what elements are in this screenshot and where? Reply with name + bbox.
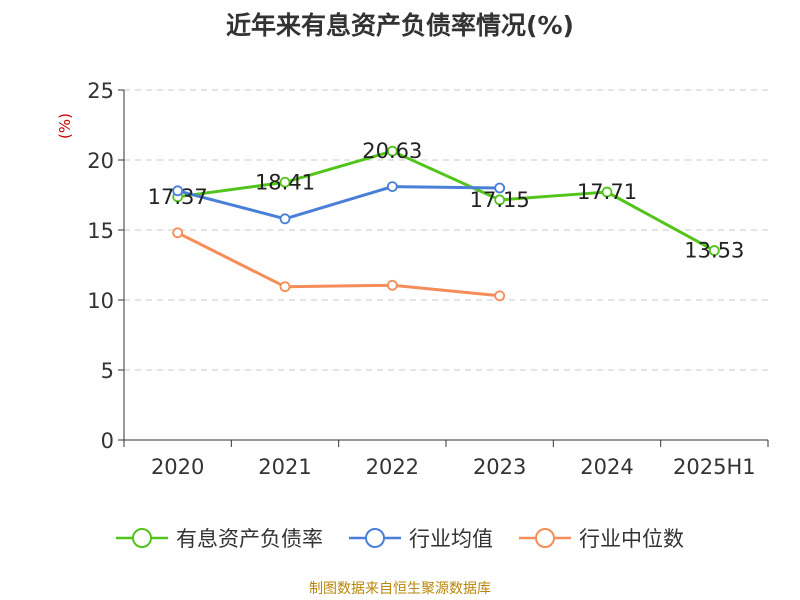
data-point — [172, 227, 184, 239]
legend: 有息资产负债率 行业均值 行业中位数 — [0, 518, 800, 558]
legend-swatch — [519, 528, 571, 548]
legend-swatch — [116, 528, 168, 548]
x-tick-label: 2021 — [258, 455, 311, 479]
data-point — [172, 185, 184, 197]
data-point — [386, 145, 398, 157]
y-tick-label: 20 — [87, 149, 114, 173]
legend-label: 有息资产负债率 — [176, 527, 323, 551]
data-label: 13.53 — [684, 239, 744, 263]
gridlines — [124, 89, 768, 371]
data-point — [386, 181, 398, 193]
data-point — [494, 182, 506, 194]
data-label: 20.63 — [362, 139, 422, 163]
legend-item[interactable]: 行业均值 — [349, 523, 493, 553]
data-point — [601, 186, 613, 198]
x-tick-label: 2024 — [580, 455, 633, 479]
series-line — [177, 149, 716, 252]
legend-item[interactable]: 行业中位数 — [519, 523, 684, 553]
series-line — [176, 231, 500, 298]
y-tick-label: 15 — [87, 219, 114, 243]
data-point — [279, 213, 291, 225]
x-tick-label: 2020 — [151, 455, 204, 479]
x-tick-label: 2023 — [473, 455, 526, 479]
data-point — [279, 176, 291, 188]
x-tick-label: 2022 — [366, 455, 419, 479]
data-point — [708, 245, 720, 256]
legend-item[interactable]: 有息资产负债率 — [116, 523, 323, 553]
x-tick-label: 2025H1 — [673, 455, 756, 479]
y-tick-label: 5 — [101, 359, 114, 383]
y-tick-label: 25 — [87, 79, 114, 103]
legend-swatch — [349, 528, 401, 548]
data-labels: 17.37 18.41 20.63 17.15 17.71 13.53 — [148, 139, 745, 262]
axes: 0 5 10 15 20 25 (%) 2020 2021 2022 2023 2024 2025H1 — [56, 79, 769, 479]
chart-title: 近年来有息资产负债率情况(%) — [226, 11, 574, 40]
data-label: 17.15 — [470, 188, 530, 212]
data-point — [386, 279, 398, 291]
data-point — [279, 281, 291, 293]
data-label: 17.37 — [148, 185, 208, 209]
legend-label: 行业均值 — [409, 527, 493, 551]
series-line — [177, 185, 500, 221]
data-point — [494, 194, 506, 206]
y-axis-label: (%) — [56, 113, 74, 139]
source-note: 制图数据来自恒生聚源数据库 — [309, 581, 491, 597]
data-label: 18.41 — [255, 170, 315, 194]
y-tick-label: 0 — [101, 429, 114, 453]
legend-label: 行业中位数 — [579, 527, 684, 551]
data-label: 17.71 — [577, 180, 637, 204]
data-point — [494, 290, 506, 302]
y-tick-label: 10 — [87, 289, 114, 313]
series — [172, 145, 720, 302]
